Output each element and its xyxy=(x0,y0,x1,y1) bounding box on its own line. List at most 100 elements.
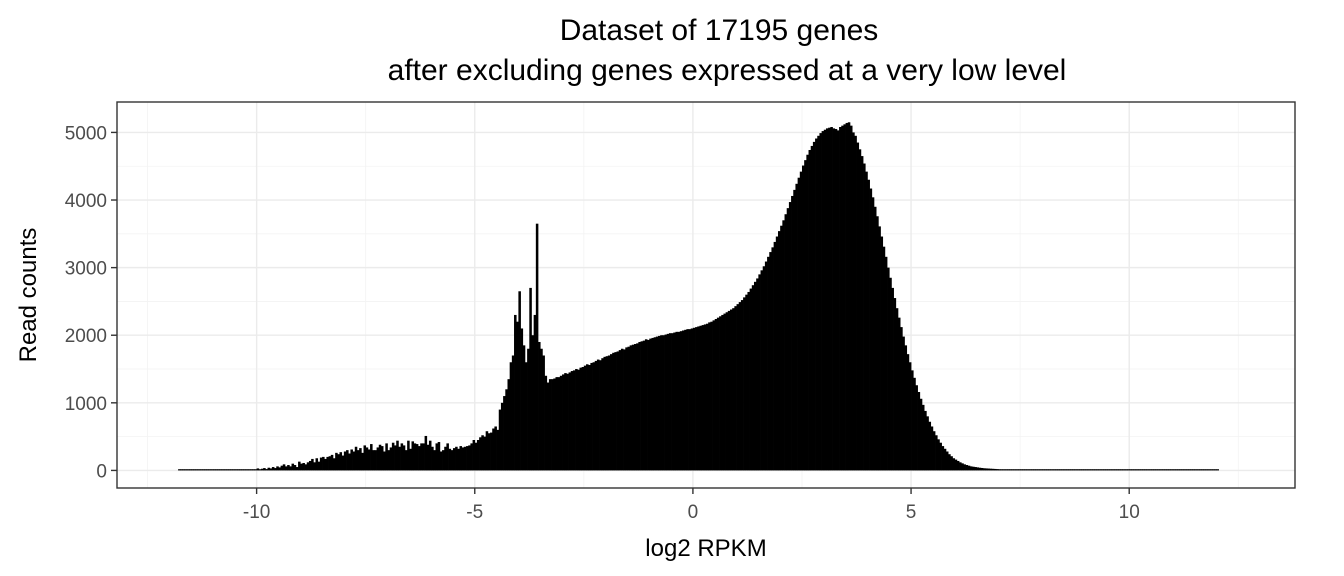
plot-panel-border xyxy=(116,101,1296,489)
histogram-bar xyxy=(498,409,502,471)
histogram-bar xyxy=(394,445,397,471)
histogram-bar xyxy=(276,466,279,471)
histogram-bar xyxy=(431,446,434,471)
histogram-bar xyxy=(236,469,240,471)
histogram-bar xyxy=(1153,469,1156,471)
histogram-bar xyxy=(924,410,927,471)
histogram-bar xyxy=(370,444,373,471)
histogram-bar xyxy=(989,468,993,471)
y-tick-label: 5000 xyxy=(65,123,107,144)
histogram-bar xyxy=(732,308,735,471)
histogram-bar xyxy=(343,451,347,471)
histogram-bar xyxy=(806,154,809,471)
histogram-bar xyxy=(843,124,846,471)
histogram-bar xyxy=(1120,469,1124,471)
histogram-bar xyxy=(858,149,862,471)
histogram-bar xyxy=(793,189,796,471)
histogram-bar xyxy=(199,469,203,471)
histogram-bar xyxy=(913,377,916,471)
x-tick-label: -10 xyxy=(243,502,270,523)
histogram-bar xyxy=(601,358,604,471)
histogram-bar xyxy=(1000,469,1004,471)
histogram-bar xyxy=(961,463,964,471)
histogram-bar xyxy=(1017,469,1021,471)
histogram-bar xyxy=(1050,469,1054,471)
histogram-bar xyxy=(655,336,659,471)
histogram-bar xyxy=(1172,469,1176,471)
histogram-bar xyxy=(1022,469,1025,471)
histogram-bar xyxy=(1177,469,1180,471)
histogram-bar xyxy=(463,446,467,471)
histogram-bar xyxy=(346,450,349,471)
histogram-bar xyxy=(396,440,399,471)
histogram-bar xyxy=(839,127,842,471)
histogram-bar xyxy=(204,469,207,471)
histogram-bar xyxy=(452,448,456,471)
histogram-bar xyxy=(352,451,356,471)
histogram-bar xyxy=(703,324,707,471)
histogram-bar xyxy=(226,469,229,471)
histogram-bar xyxy=(215,469,218,471)
histogram-bar xyxy=(511,355,515,471)
histogram-bar xyxy=(223,469,227,471)
histogram-bar xyxy=(614,352,617,471)
histogram-bar xyxy=(328,456,332,471)
histogram-bar xyxy=(880,236,884,471)
histogram-bar xyxy=(959,462,962,471)
histogram-bar xyxy=(1052,469,1056,471)
histogram-bar xyxy=(247,469,251,471)
histogram-bar xyxy=(1081,469,1084,471)
histogram-bar xyxy=(1207,469,1211,471)
histogram-bar xyxy=(660,335,663,471)
histogram-bar xyxy=(647,339,650,471)
histogram-bar xyxy=(483,436,487,471)
histogram-bar xyxy=(271,467,275,471)
histogram-bar xyxy=(854,135,857,471)
histogram-bar xyxy=(1212,469,1215,471)
histogram-bar xyxy=(749,288,753,471)
histogram-bar xyxy=(895,308,899,471)
histogram-bar xyxy=(996,469,999,471)
histogram-bar xyxy=(965,465,969,471)
histogram-bar xyxy=(664,334,668,471)
histogram-bar xyxy=(527,348,530,471)
histogram-bar xyxy=(278,467,281,471)
histogram-bar xyxy=(444,446,447,471)
histogram-bar xyxy=(350,449,353,471)
histogram-bar xyxy=(773,241,777,471)
histogram-bar xyxy=(620,348,624,471)
histogram-bar xyxy=(300,463,303,471)
histogram-bar xyxy=(882,246,886,471)
histogram-bar xyxy=(825,128,829,471)
histogram-bar xyxy=(546,382,550,471)
histogram-bar xyxy=(1205,469,1209,471)
histogram-bar xyxy=(666,333,670,471)
histogram-bar xyxy=(605,356,609,471)
histogram-bar xyxy=(935,435,938,471)
histogram-bar xyxy=(1035,469,1038,471)
histogram-bar xyxy=(1070,469,1073,471)
histogram-bar xyxy=(254,469,257,471)
histogram-bar xyxy=(1024,469,1028,471)
histogram-bar xyxy=(1015,469,1019,471)
histogram-bar xyxy=(668,333,672,471)
histogram-bar xyxy=(636,343,639,471)
histogram-bar xyxy=(391,442,395,471)
histogram-bar xyxy=(514,314,517,471)
histogram-bar xyxy=(852,132,855,471)
histogram-bar xyxy=(474,442,478,471)
histogram-bar xyxy=(771,247,774,471)
histogram-bar xyxy=(919,398,923,471)
histogram-bar xyxy=(1013,469,1017,471)
histogram-bar xyxy=(719,316,722,471)
histogram-bar xyxy=(950,456,953,471)
histogram-bar xyxy=(849,125,853,471)
histogram-bar xyxy=(221,469,225,471)
histogram-bar xyxy=(485,431,489,471)
histogram-bar xyxy=(740,300,744,471)
histogram-bar xyxy=(653,337,657,471)
histogram-bar xyxy=(926,416,929,471)
histogram-bar xyxy=(446,443,449,471)
histogram-bar xyxy=(871,197,875,471)
